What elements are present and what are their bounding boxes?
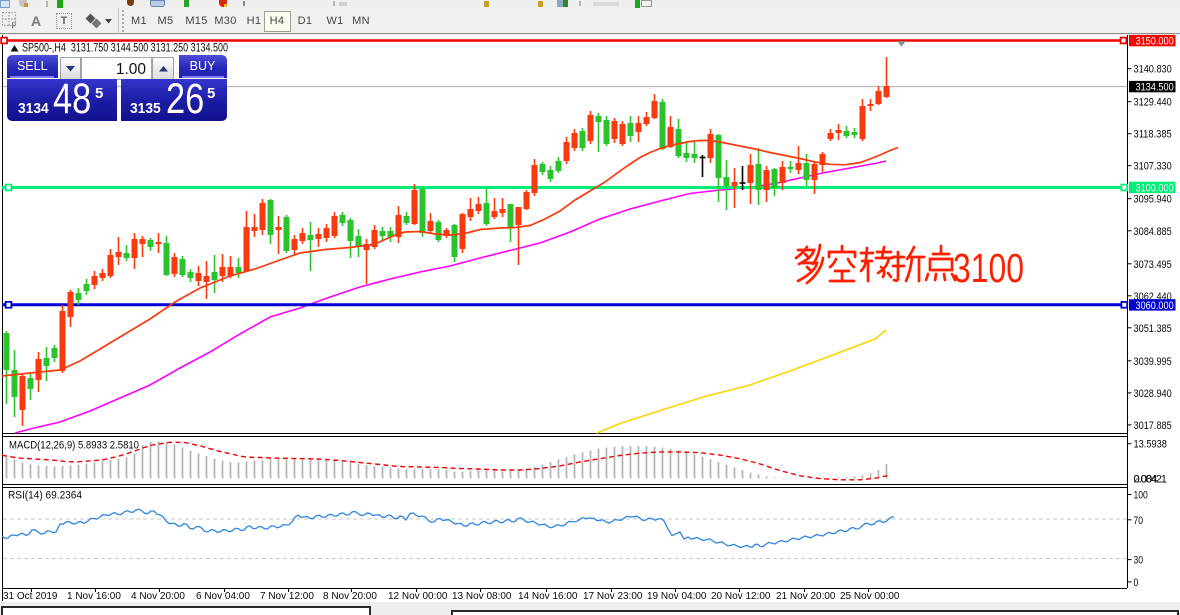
- svg-text:6 Nov 04:00: 6 Nov 04:00: [196, 591, 250, 602]
- svg-text:70: 70: [1134, 515, 1144, 527]
- svg-text:20 Nov 12:00: 20 Nov 12:00: [711, 591, 771, 602]
- svg-text:3100: 3100: [953, 245, 1024, 291]
- svg-text:13 Nov 08:00: 13 Nov 08:00: [452, 591, 512, 602]
- svg-text:F: F: [12, 22, 17, 30]
- svg-text:3028.940: 3028.940: [1134, 388, 1172, 400]
- svg-text:0: 0: [1134, 577, 1139, 589]
- svg-text:3100.000: 3100.000: [1136, 183, 1174, 195]
- svg-text:3129.440: 3129.440: [1134, 97, 1172, 109]
- svg-text:31 Oct 2019: 31 Oct 2019: [3, 591, 58, 602]
- svg-text:0.08421: 0.08421: [1134, 473, 1168, 485]
- svg-text:MACD(12,26,9) 5.8933 2.5810: MACD(12,26,9) 5.8933 2.5810: [9, 440, 139, 452]
- svg-text:3073.495: 3073.495: [1134, 259, 1172, 271]
- svg-text:3051.385: 3051.385: [1134, 323, 1172, 335]
- svg-text:3060.000: 3060.000: [1136, 300, 1174, 312]
- svg-text:RSI(14) 69.2364: RSI(14) 69.2364: [8, 490, 82, 502]
- svg-text:100: 100: [1134, 490, 1148, 502]
- svg-text:3150.000: 3150.000: [1136, 36, 1174, 48]
- svg-text:12 Nov 00:00: 12 Nov 00:00: [388, 591, 448, 602]
- svg-text:SP500-,H4 3131.750 3144.500 3: SP500-,H4 3131.750 3144.500 3131.250 313…: [22, 43, 228, 55]
- svg-text:3039.995: 3039.995: [1134, 356, 1172, 368]
- svg-text:17 Nov 23:00: 17 Nov 23:00: [583, 591, 643, 602]
- svg-text:2.004: 2.004: [1134, 473, 1158, 485]
- svg-text:7 Nov 12:00: 7 Nov 12:00: [260, 591, 314, 602]
- svg-text:19 Nov 04:00: 19 Nov 04:00: [647, 591, 707, 602]
- svg-text:30: 30: [1134, 555, 1144, 567]
- svg-text:3017.885: 3017.885: [1134, 420, 1172, 432]
- svg-text:8 Nov 20:00: 8 Nov 20:00: [323, 591, 377, 602]
- svg-text:13.5938: 13.5938: [1134, 439, 1167, 451]
- svg-text:3084.885: 3084.885: [1134, 226, 1172, 238]
- svg-text:3107.330: 3107.330: [1134, 161, 1172, 173]
- svg-text:4 Nov 20:00: 4 Nov 20:00: [131, 591, 185, 602]
- svg-text:3095.940: 3095.940: [1134, 194, 1172, 206]
- svg-text:3134.500: 3134.500: [1136, 82, 1174, 94]
- svg-text:21 Nov 20:00: 21 Nov 20:00: [776, 591, 836, 602]
- svg-text:3140.830: 3140.830: [1134, 64, 1172, 76]
- svg-text:14 Nov 16:00: 14 Nov 16:00: [518, 591, 578, 602]
- svg-text:3118.385: 3118.385: [1134, 129, 1172, 141]
- svg-text:1 Nov 16:00: 1 Nov 16:00: [67, 591, 121, 602]
- svg-text:25 Nov 00:00: 25 Nov 00:00: [840, 591, 900, 602]
